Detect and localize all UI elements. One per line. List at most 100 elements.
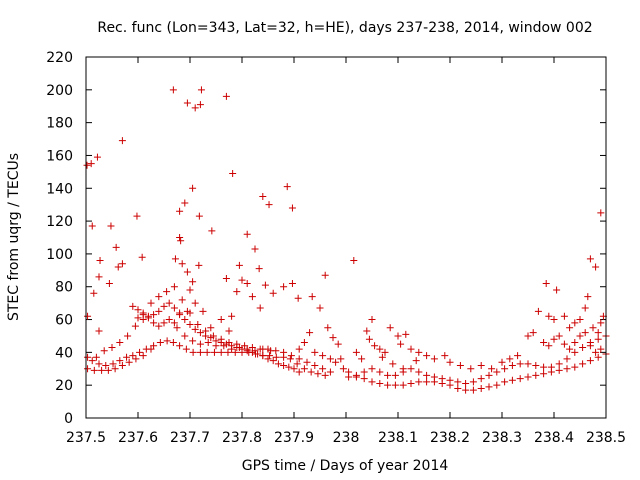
- data-point: [264, 355, 272, 363]
- data-point: [189, 184, 197, 192]
- data-point: [415, 348, 423, 356]
- data-point: [274, 360, 282, 368]
- data-point: [430, 355, 438, 363]
- data-point: [553, 286, 561, 294]
- data-point: [182, 345, 190, 353]
- data-point: [181, 199, 189, 207]
- data-point: [171, 255, 179, 263]
- x-tick-label: 237.9: [274, 430, 314, 446]
- data-point: [454, 378, 462, 386]
- data-point: [506, 355, 514, 363]
- data-point: [287, 352, 295, 360]
- data-point: [229, 170, 237, 178]
- x-tick-label: 237.5: [66, 430, 106, 446]
- data-point: [376, 380, 384, 388]
- data-point: [129, 352, 137, 360]
- data-point: [399, 381, 407, 389]
- data-point: [581, 329, 589, 337]
- data-point: [265, 201, 273, 209]
- data-point: [498, 358, 506, 366]
- data-point: [540, 363, 548, 371]
- data-point: [540, 339, 548, 347]
- data-point: [116, 339, 124, 347]
- data-point: [196, 340, 204, 348]
- data-point: [95, 327, 103, 335]
- data-point: [326, 368, 334, 376]
- data-point: [294, 294, 302, 302]
- data-point: [170, 283, 178, 291]
- data-point: [477, 361, 485, 369]
- data-point: [352, 348, 360, 356]
- data-point: [493, 368, 501, 376]
- data-point: [169, 86, 177, 94]
- data-point: [96, 256, 104, 264]
- data-point: [136, 348, 144, 356]
- data-point: [316, 304, 324, 312]
- data-point: [307, 368, 315, 376]
- data-point: [391, 371, 399, 379]
- data-point: [160, 302, 168, 310]
- data-point: [508, 361, 516, 369]
- data-point: [165, 316, 173, 324]
- data-point: [560, 340, 568, 348]
- data-point: [251, 245, 259, 253]
- data-point: [186, 320, 194, 328]
- data-point: [83, 161, 91, 169]
- data-point: [295, 345, 303, 353]
- data-point: [138, 253, 146, 261]
- data-point: [269, 289, 277, 297]
- data-point: [259, 192, 267, 200]
- data-point: [378, 353, 386, 361]
- data-point: [207, 334, 215, 342]
- data-point: [571, 339, 579, 347]
- data-point: [181, 332, 189, 340]
- data-point: [202, 332, 210, 340]
- data-point: [88, 357, 96, 365]
- data-point: [560, 312, 568, 320]
- data-point: [363, 327, 371, 335]
- data-point: [415, 378, 423, 386]
- data-point: [365, 335, 373, 343]
- data-point: [191, 325, 199, 333]
- x-tick-label: 238.4: [534, 430, 574, 446]
- x-tick-label: 237.7: [170, 430, 210, 446]
- y-axis-title: STEC from uqrg / TECUs: [6, 153, 22, 321]
- data-point: [131, 322, 139, 330]
- y-tick-label: 220: [46, 50, 73, 66]
- data-point: [293, 360, 301, 368]
- data-point: [423, 371, 431, 379]
- data-point: [477, 384, 485, 392]
- data-point: [555, 366, 563, 374]
- data-point: [144, 314, 152, 322]
- data-point: [384, 381, 392, 389]
- data-point: [576, 316, 584, 324]
- data-point: [248, 293, 256, 301]
- data-point: [555, 360, 563, 368]
- data-point: [576, 332, 584, 340]
- data-point: [203, 348, 211, 356]
- data-point: [283, 183, 291, 191]
- x-tick-label: 237.6: [118, 430, 158, 446]
- data-point: [123, 353, 131, 361]
- data-point: [186, 286, 194, 294]
- data-point: [337, 355, 345, 363]
- data-point: [147, 345, 155, 353]
- data-point: [462, 380, 470, 388]
- data-point: [571, 348, 579, 356]
- data-point: [295, 368, 303, 376]
- data-point: [321, 371, 329, 379]
- data-point: [111, 365, 119, 373]
- data-point: [571, 363, 579, 371]
- data-point: [376, 368, 384, 376]
- y-tick-label: 20: [55, 378, 73, 394]
- data-point: [132, 355, 140, 363]
- data-point: [524, 332, 532, 340]
- data-point: [584, 293, 592, 301]
- data-point: [555, 332, 563, 340]
- data-point: [208, 227, 216, 235]
- data-point: [368, 378, 376, 386]
- data-point: [441, 352, 449, 360]
- data-point: [165, 299, 173, 307]
- data-point: [224, 348, 232, 356]
